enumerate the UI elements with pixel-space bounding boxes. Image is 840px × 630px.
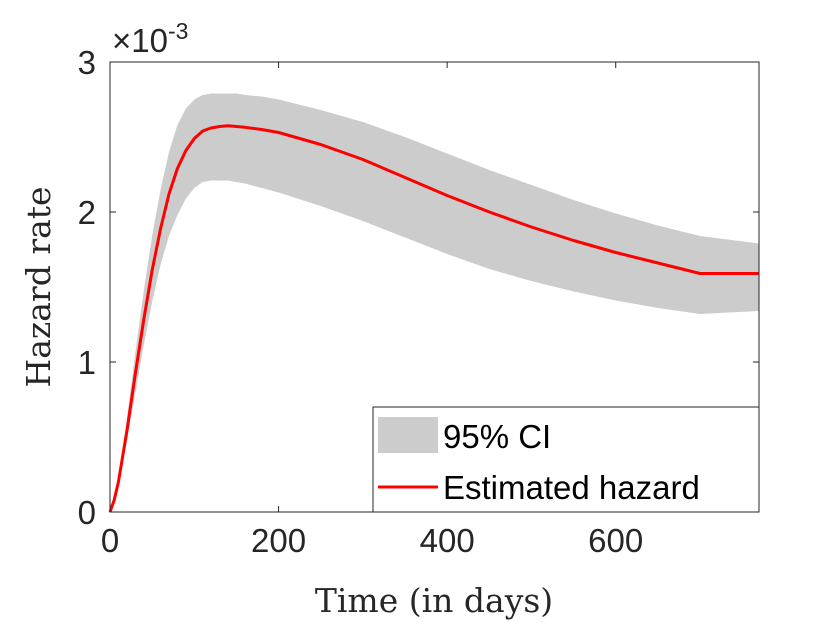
y-exponent-prefix: ×10 [112,22,168,59]
y-tick-label: 0 [78,494,96,531]
y-exponent-power: -3 [168,18,188,44]
x-tick-label: 200 [251,522,306,559]
y-exponent-label: ×10-3 [112,18,188,59]
y-tick-label: 1 [78,344,96,381]
ci-band [110,93,759,512]
legend-label-hazard: Estimated hazard [443,469,700,506]
x-tick-label: 600 [588,522,643,559]
y-axis-ticks: 0 1 2 3 [78,44,759,531]
x-tick-label: 400 [420,522,475,559]
ci-band-layer [110,93,759,512]
x-tick-label: 0 [101,522,119,559]
hazard-line [108,124,759,513]
legend: 95% CI Estimated hazard [372,406,760,513]
y-tick-label: 3 [78,44,96,81]
hazard-line-layer [108,124,759,513]
legend-label-ci: 95% CI [443,418,551,455]
legend-swatch-ci [378,417,438,453]
y-axis-label: Hazard rate [19,186,58,387]
x-axis-label: Time (in days) [315,581,553,620]
x-axis-ticks: 0 200 400 600 [101,62,643,559]
y-tick-label: 2 [78,194,96,231]
